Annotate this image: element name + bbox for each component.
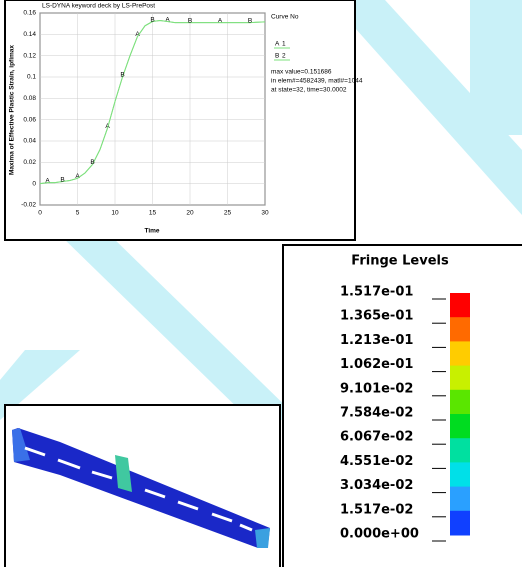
model-view xyxy=(5,405,280,567)
x-tick-label: 25 xyxy=(224,210,232,217)
fringe-color xyxy=(450,293,470,318)
x-tick-label: 0 xyxy=(38,210,42,217)
fringe-color xyxy=(450,487,470,512)
fringe-color xyxy=(450,462,470,487)
x-tick-label: 10 xyxy=(111,210,119,217)
beam-end xyxy=(255,528,270,548)
fringe-level-label: 1.062e-01 xyxy=(340,357,413,372)
legend-marker: B xyxy=(275,53,279,60)
fringe-level-label: 7.584e-02 xyxy=(340,406,413,421)
y-tick-label: 0.06 xyxy=(23,116,36,123)
fringe-level-label: 1.517e-02 xyxy=(340,502,413,517)
chart-frame xyxy=(5,0,355,240)
y-tick-label: 0.16 xyxy=(23,10,36,17)
point-marker: B xyxy=(248,17,252,24)
point-marker: B xyxy=(188,17,192,24)
watermark-stripe xyxy=(60,235,300,420)
legend-marker: A xyxy=(275,41,280,48)
fringe-color xyxy=(450,366,470,391)
point-marker: A xyxy=(218,17,223,24)
page: {"chart_data": {"type": "line", "title":… xyxy=(0,0,522,567)
y-tick-label: 0.1 xyxy=(27,74,36,81)
x-tick-label: 30 xyxy=(261,210,269,217)
fringe-level-label: 0.000e+00 xyxy=(340,527,419,542)
y-axis-label: Maxima of Effective Plastic Strain, ipfi… xyxy=(9,45,16,175)
fringe-level-label: 1.365e-01 xyxy=(340,309,413,324)
fringe-color xyxy=(450,341,470,366)
fringe-color xyxy=(450,317,470,342)
chart-title: LS-DYNA keyword deck by LS-PrePost xyxy=(42,3,155,10)
fringe-panel: Fringe Levels 1.517e-01 1.365e-01 1.213e-0… xyxy=(283,245,522,567)
legend-label: 1 xyxy=(282,41,286,48)
fringe-color xyxy=(450,511,470,536)
legend-label: 2 xyxy=(282,53,286,60)
x-axis-label: Time xyxy=(144,228,159,235)
fringe-color xyxy=(450,390,470,415)
fringe-title: Fringe Levels xyxy=(351,254,449,269)
x-tick-label: 20 xyxy=(186,210,194,217)
x-tick-label: 5 xyxy=(76,210,80,217)
annotation: in elem#=4582439, matl#=1044 xyxy=(271,78,363,85)
fringe-color xyxy=(450,414,470,439)
fringe-level-label: 1.517e-01 xyxy=(340,285,413,300)
y-tick-label: 0.08 xyxy=(23,95,36,102)
fringe-level-label: 4.551e-02 xyxy=(340,454,413,469)
fringe-level-label: 1.213e-01 xyxy=(340,333,413,348)
x-tick-label: 15 xyxy=(149,210,157,217)
y-tick-label: 0.04 xyxy=(23,138,36,145)
watermark-stripe xyxy=(470,0,522,135)
fringe-color xyxy=(450,438,470,463)
y-tick-label: 0 xyxy=(32,180,36,187)
fringe-level-label: 9.101e-02 xyxy=(340,381,413,396)
y-tick-label: -0.02 xyxy=(21,202,36,209)
y-tick-label: 0.02 xyxy=(23,159,36,166)
y-tick-label: 0.12 xyxy=(23,52,36,59)
y-tick-label: 0.14 xyxy=(23,31,36,38)
annotation: at state=32, time=30.0002 xyxy=(271,87,347,94)
point-marker: A xyxy=(135,31,140,38)
annotation: max value=0.151686 xyxy=(271,69,332,76)
point-marker: B xyxy=(60,176,64,183)
fringe-level-label: 3.034e-02 xyxy=(340,478,413,493)
screen: LS-DYNA keyword deck by LS-PrePost Maxim… xyxy=(0,0,522,567)
fringe-level-label: 6.067e-02 xyxy=(340,430,413,445)
point-marker: B xyxy=(120,72,124,79)
point-marker: B xyxy=(150,16,154,23)
point-marker: B xyxy=(90,159,94,166)
legend-title: Curve No xyxy=(271,14,299,21)
